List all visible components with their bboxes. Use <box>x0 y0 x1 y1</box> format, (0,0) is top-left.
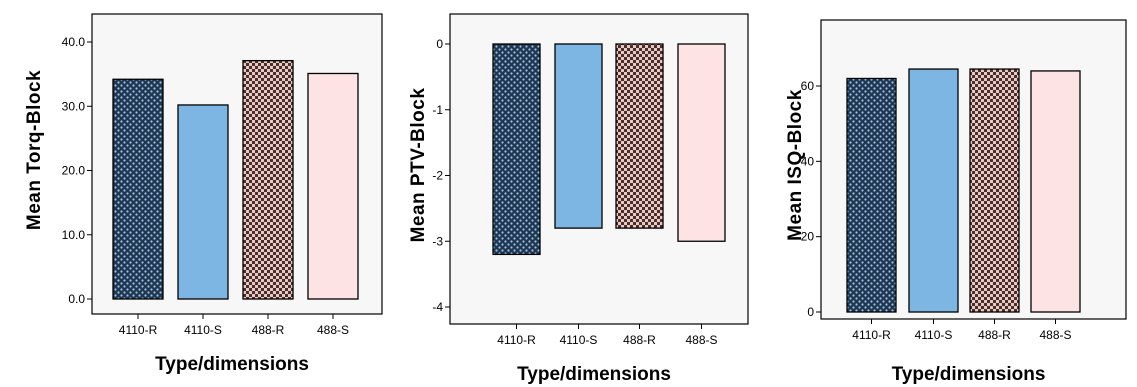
bar-488-r <box>969 68 1020 313</box>
bar-488-r <box>242 59 294 300</box>
y-tick-label: 10.0 <box>62 228 86 242</box>
y-tick-label: 20.0 <box>62 164 86 178</box>
x-axis-label: Type/dimensions <box>155 354 309 375</box>
y-axis-label: Mean Torq-Block <box>24 70 45 230</box>
bar-488-s <box>1030 70 1081 313</box>
isq-block-chart: 0 20 40 60 4110-R 4110-S 488-R 488-S Mean ISQ-Bl… <box>785 19 1127 385</box>
ptv-block-chart: 0 -1 -2 -3 -4 4110-R 4110-S 488-R 488-S Mean PTV-… <box>408 13 749 385</box>
x-tick-label-4110-r: 4110-R <box>852 328 891 342</box>
bar-488-s <box>307 72 359 300</box>
y-tick-label: 0.0 <box>68 292 85 306</box>
x-tick-label-4110-r: 4110-R <box>497 333 536 347</box>
bar-4110-s <box>177 104 229 300</box>
torq-block-chart: 0.0 10.0 20.0 30.0 40.0 4110-R 4110-S 488-R 488-… <box>24 13 383 375</box>
x-tick-label-4110-s: 4110-S <box>560 333 598 347</box>
bar-4110-r <box>492 43 541 256</box>
x-axis-label: Type/dimensions <box>517 364 671 385</box>
x-tick-label-4110-s: 4110-S <box>915 328 953 342</box>
y-tick-label: -3 <box>432 234 443 248</box>
y-tick-label: -2 <box>432 169 443 183</box>
x-tick-label-488-s: 488-S <box>317 323 349 337</box>
x-tick-label-488-s: 488-S <box>685 333 717 347</box>
x-tick-label-488-s: 488-S <box>1039 328 1071 342</box>
y-tick-label: 0 <box>807 305 814 319</box>
y-tick-label: 30.0 <box>62 99 86 113</box>
y-tick-label: -4 <box>432 300 443 314</box>
bar-488-s <box>677 43 726 242</box>
x-tick-label-488-r: 488-R <box>978 328 1011 342</box>
y-axis-label: Mean PTV-Block <box>408 88 429 243</box>
y-tick-label: 60 <box>801 79 815 93</box>
y-tick-label: 0 <box>436 37 443 51</box>
x-tick-label-4110-r: 4110-R <box>119 323 158 337</box>
bar-4110-s <box>554 43 603 229</box>
y-axis-label: Mean ISQ-Block <box>785 89 806 241</box>
bar-4110-r <box>846 77 897 313</box>
y-tick-label: 20 <box>801 230 815 244</box>
bar-488-r <box>615 43 664 229</box>
y-tick-label: -1 <box>432 103 443 117</box>
y-tick-label: 40 <box>801 154 815 168</box>
x-tick-label-488-r: 488-R <box>623 333 656 347</box>
bar-4110-s <box>908 68 959 313</box>
x-tick-label-4110-s: 4110-S <box>184 323 222 337</box>
bar-4110-r <box>112 78 164 300</box>
y-tick-label: 40.0 <box>62 35 86 49</box>
x-axis-label: Type/dimensions <box>892 364 1046 385</box>
x-tick-label-488-r: 488-R <box>252 323 285 337</box>
